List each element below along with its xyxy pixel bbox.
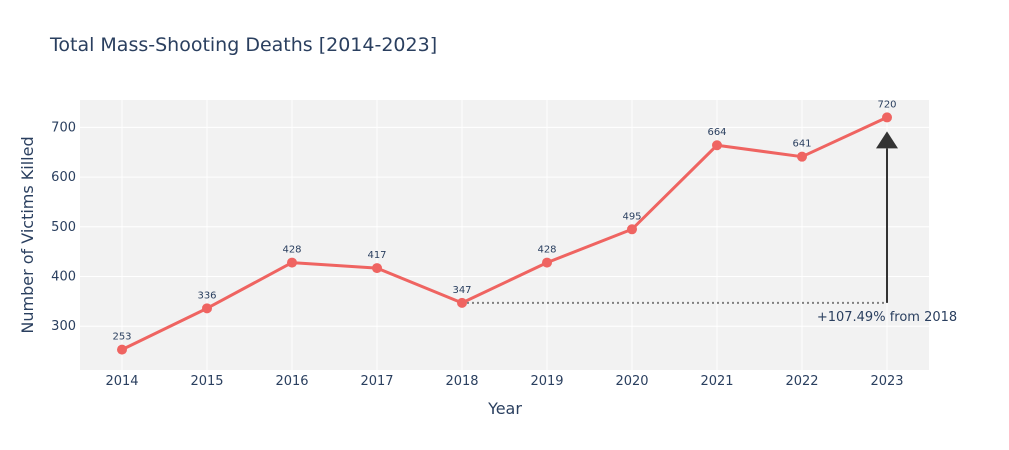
data-label: 428 <box>282 245 301 256</box>
data-label: 720 <box>877 99 896 110</box>
chart-title: Total Mass-Shooting Deaths [2014-2023] <box>49 34 437 56</box>
y-tick-label: 700 <box>51 120 76 135</box>
x-tick-label: 2015 <box>190 374 223 389</box>
data-point <box>712 140 722 151</box>
x-tick-label: 2017 <box>360 374 393 389</box>
data-label: 253 <box>112 332 131 343</box>
x-tick-label: 2021 <box>700 374 733 389</box>
series-layer: 253 336 428 417 347 428 495 664 641 720 <box>112 99 897 355</box>
data-point <box>287 257 297 268</box>
data-point <box>542 257 552 268</box>
y-axis-title: Number of Victims Killed <box>18 136 37 333</box>
x-tick-label: 2016 <box>275 374 308 389</box>
data-label: 347 <box>452 285 471 296</box>
data-point <box>457 297 467 308</box>
data-point <box>202 303 212 314</box>
annotation-label: +107.49% from 2018 <box>817 310 957 325</box>
x-tick-label: 2020 <box>615 374 648 389</box>
x-tick-label: 2023 <box>870 374 903 389</box>
y-axis-ticks: 300 400 500 600 700 <box>51 120 76 334</box>
plot-background <box>80 100 929 370</box>
x-tick-label: 2018 <box>445 374 478 389</box>
data-label: 336 <box>197 290 216 301</box>
data-label: 664 <box>707 127 726 138</box>
data-label: 428 <box>537 245 556 256</box>
data-label: 417 <box>367 250 386 261</box>
data-point <box>627 224 637 235</box>
x-tick-label: 2022 <box>785 374 818 389</box>
x-axis-title: Year <box>487 399 522 418</box>
data-point <box>882 112 892 123</box>
data-point <box>117 344 127 355</box>
annotation-arrowhead <box>876 131 898 149</box>
x-tick-label: 2014 <box>105 374 138 389</box>
data-label: 495 <box>622 211 641 222</box>
series-line <box>121 116 888 351</box>
y-tick-label: 500 <box>51 220 76 235</box>
x-tick-label: 2019 <box>530 374 563 389</box>
annotation-layer: +107.49% from 2018 <box>462 131 957 325</box>
y-tick-label: 300 <box>51 319 76 334</box>
x-axis-ticks: 2014 2015 2016 2017 2018 2019 2020 2021 2022 2023 <box>105 374 903 389</box>
y-tick-label: 600 <box>51 170 76 185</box>
data-point <box>797 151 807 162</box>
data-point <box>372 263 382 274</box>
data-label: 641 <box>792 139 811 150</box>
y-tick-label: 400 <box>51 270 76 285</box>
